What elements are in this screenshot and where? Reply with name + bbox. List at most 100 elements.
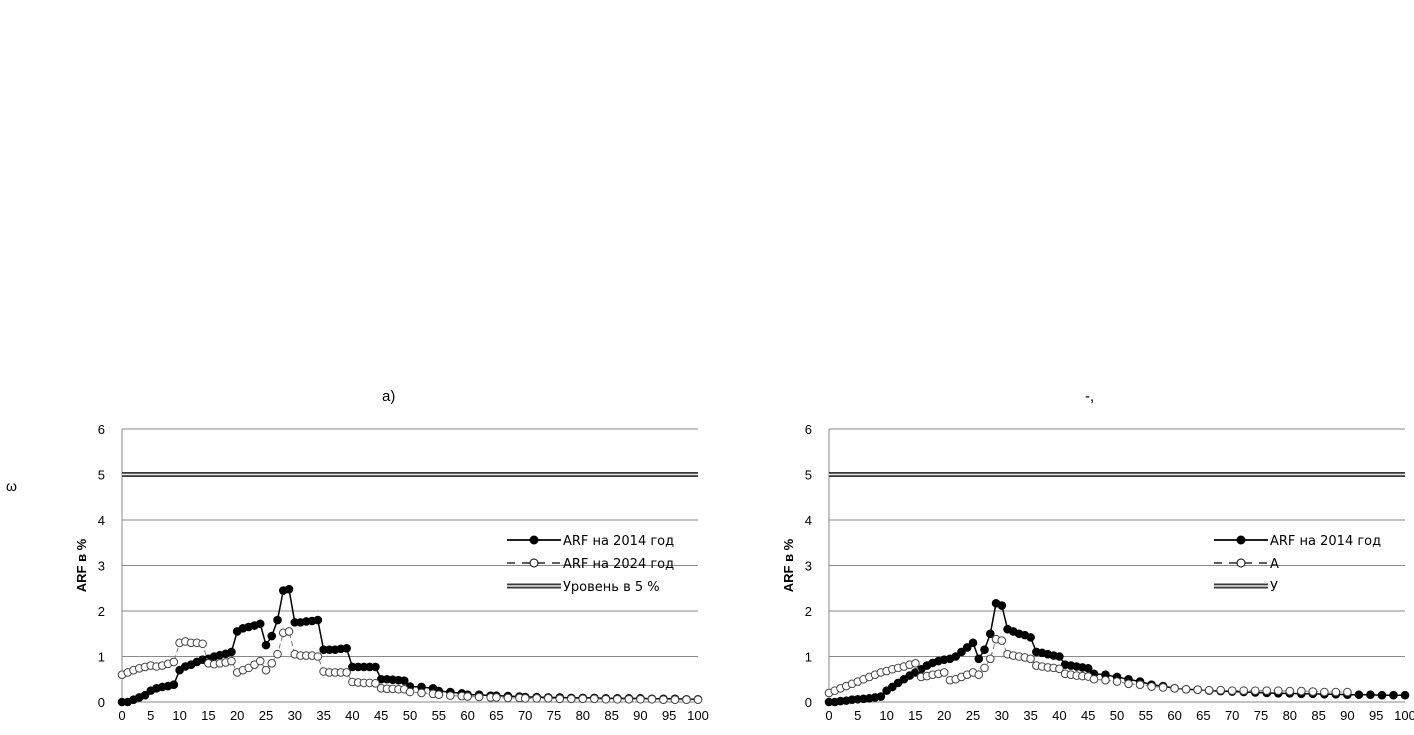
data-point-2024 [1227,686,1237,695]
data-point-2024 [1055,664,1064,674]
data-point-2024 [532,694,542,703]
data-point-2024 [1320,687,1329,697]
y-tick-label: 3 [805,559,812,574]
x-tick-label: 65 [489,708,503,723]
x-tick-label: 60 [460,708,474,723]
y-tick-label: 0 [98,695,105,710]
data-point-2024 [659,695,668,705]
data-point-2024 [1285,686,1295,696]
x-tick-label: 30 [288,708,302,723]
x-tick-label: 90 [633,708,647,723]
data-point-2024 [371,679,380,688]
legend-label: Уровень в 5 % [563,580,660,595]
data-point-2024 [446,691,455,700]
x-tick-label: 20 [937,708,951,723]
panel-label-b: -, [1085,388,1095,405]
data-point-2014 [399,676,409,685]
data-point-2014 [371,662,380,672]
legend-entry: ARF на 2024 год [507,557,674,572]
data-point-2024 [590,694,599,704]
y-tick-label: 4 [98,513,105,528]
data-point-2014 [957,647,966,657]
data-point-2024 [1250,686,1260,695]
legend-entry: ARF на 2014 год [1214,534,1381,549]
x-tick-label: 45 [374,708,388,723]
data-point-2014 [876,692,886,701]
data-point-2024 [1135,680,1145,690]
data-point-2024 [255,656,265,666]
y-axis-label: ARF в % [781,538,796,592]
x-tick-label: 100 [1394,708,1414,723]
data-point-2024 [682,695,691,705]
chart-panel-a: a) 0 1 2 3 4 5 6 0 5 10 15 20 25 30 35 40 45 50 55 60 65 70 75… [74,388,709,723]
data-point-2014 [1366,690,1375,700]
data-point-2024 [974,670,984,680]
x-tick-label: 15 [201,708,215,723]
x-tick-label: 10 [172,708,186,723]
x-tick-label: 50 [403,708,417,723]
y-tick-label: 6 [805,422,812,437]
data-point-2014 [888,682,897,692]
data-point-2024 [1089,674,1099,684]
legend-label: ARF на 2014 год [563,534,674,549]
data-point-2024 [1193,685,1202,695]
data-point-2024 [555,694,565,704]
x-tick-label: 95 [662,708,676,723]
data-point-2024 [1170,684,1179,693]
legend-entry: Уровень в 5 % [507,580,660,595]
data-point-2014 [1026,633,1035,642]
series-line-2014 [829,602,1405,703]
data-point-2024 [273,649,282,659]
data-point-2014 [1389,690,1398,700]
x-tick-label: 5 [854,708,861,723]
data-point-2024 [1147,682,1156,691]
legend-label: ARF на 2014 год [1270,534,1381,549]
y-axis-label: ARF в % [74,538,89,592]
data-point-2024 [624,694,634,704]
data-point-2014 [997,601,1007,610]
data-point-2014 [980,645,989,654]
x-tick-label: 10 [879,708,893,723]
data-point-2024 [1026,654,1035,664]
y-tick-label: 5 [98,468,105,483]
x-tick-label: 65 [1196,708,1210,723]
x-tick-label: 100 [687,708,709,723]
legend-entry: A [1214,557,1279,572]
side-glyph: ω [6,478,17,494]
x-tick-label: 40 [345,708,359,723]
legend-label: A [1270,557,1279,572]
data-point-2024 [647,694,657,704]
data-point-2014 [284,584,294,594]
data-point-2024 [613,694,622,704]
data-point-2024 [1204,685,1214,695]
data-point-2014 [261,640,271,650]
y-tick-label: 5 [805,468,812,483]
data-point-2024 [434,690,444,700]
y-tick-label: 1 [805,650,812,665]
x-tick-label: 55 [432,708,446,723]
data-point-2024 [198,639,207,649]
data-point-2024 [267,659,277,668]
data-point-2014 [1400,690,1410,700]
data-point-2024 [463,692,472,701]
x-tick-label: 0 [118,708,125,723]
data-point-2014 [1055,652,1064,661]
x-tick-label: 45 [1081,708,1095,723]
y-tick-label: 4 [805,513,812,528]
x-tick-label: 25 [966,708,980,723]
data-point-2024 [1262,686,1272,695]
data-point-2024 [284,627,294,636]
data-point-2024 [636,694,645,704]
data-point-2024 [474,692,484,702]
data-point-2024 [1124,679,1133,689]
data-point-2024 [939,668,949,677]
data-point-2014 [313,615,323,625]
legend-swatch-marker [1236,558,1246,568]
data-point-2024 [1343,687,1352,697]
data-point-2024 [1239,686,1249,695]
data-point-2014 [342,644,351,653]
x-tick-label: 35 [316,708,330,723]
legend-swatch-marker [1236,535,1246,545]
